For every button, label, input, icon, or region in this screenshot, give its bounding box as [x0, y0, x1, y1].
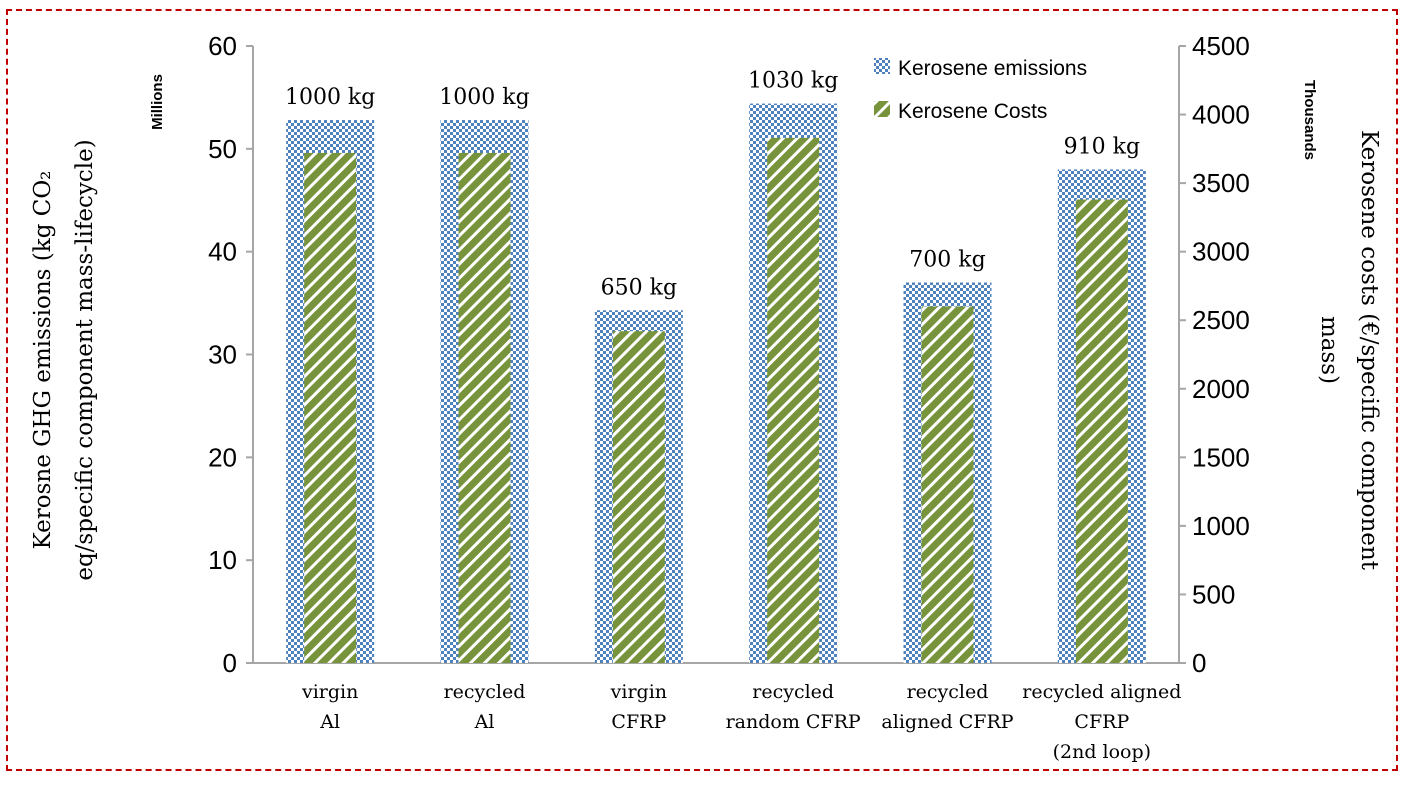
right-tick-label: 4500 [1192, 31, 1250, 61]
costs-bar [612, 331, 665, 663]
category-label: Al [474, 711, 495, 733]
mass-label: 700 kg [909, 248, 985, 273]
category-label: aligned CFRP [881, 711, 1013, 733]
right-axis-unit: Thousands [1301, 80, 1318, 160]
left-tick-label: 0 [223, 648, 237, 678]
right-tick-label: 3500 [1192, 168, 1250, 198]
left-axis-title-line-1: Kerosne GHG emissions (kg CO₂ [30, 171, 56, 550]
left-tick-label: 50 [208, 134, 237, 164]
category-label: recycled [907, 681, 989, 703]
right-tick-label: 1500 [1192, 442, 1250, 472]
category-label: virgin [610, 681, 667, 703]
left-tick-label: 60 [208, 31, 237, 61]
mass-label: 910 kg [1064, 134, 1140, 159]
costs-bar [921, 306, 974, 663]
right-axis-title-line-2: mass) [1316, 316, 1342, 384]
left-axis-title-line-2: eq/specific component mass-lifecycle) [72, 139, 98, 580]
right-tick-label: 2000 [1192, 374, 1250, 404]
left-tick-label: 30 [208, 340, 237, 370]
mass-label: 650 kg [601, 275, 677, 300]
category-label: Al [319, 711, 340, 733]
left-axis-unit: Millions [149, 74, 166, 130]
category-label: recycled [444, 681, 526, 703]
mass-label: 1030 kg [748, 69, 838, 94]
legend-swatch-costs [874, 101, 890, 117]
costs-bar [767, 137, 820, 663]
category-label: recycled [752, 681, 834, 703]
costs-bar [458, 152, 511, 664]
left-tick-label: 20 [208, 442, 237, 472]
legend: Kerosene emissions Kerosene Costs [874, 57, 1087, 123]
legend-label-emissions: Kerosene emissions [898, 57, 1087, 80]
right-tick-label: 2500 [1192, 305, 1250, 335]
right-axis-title-line-1: Kerosene costs (€/specific component [1356, 130, 1382, 571]
chart-frame [6, 9, 1398, 771]
left-tick-label: 10 [208, 545, 237, 575]
right-tick-label: 500 [1192, 579, 1235, 609]
right-tick-label: 1000 [1192, 511, 1250, 541]
category-label: CFRP [611, 711, 666, 733]
category-label: recycled aligned [1022, 681, 1181, 703]
right-tick-label: 3000 [1192, 237, 1250, 267]
legend-swatch-emissions [874, 58, 890, 74]
category-label: virgin [301, 681, 358, 703]
right-tick-label: 0 [1192, 648, 1206, 678]
costs-bar [304, 152, 357, 664]
left-tick-label: 40 [208, 237, 237, 267]
category-label: (2nd loop) [1053, 741, 1151, 763]
right-tick-label: 4000 [1192, 100, 1250, 130]
mass-label: 1000 kg [285, 85, 375, 110]
category-label: random CFRP [726, 711, 861, 733]
mass-label: 1000 kg [439, 85, 529, 110]
costs-bar [1075, 199, 1128, 663]
category-label: CFRP [1074, 711, 1129, 733]
legend-label-costs: Kerosene Costs [898, 100, 1047, 123]
